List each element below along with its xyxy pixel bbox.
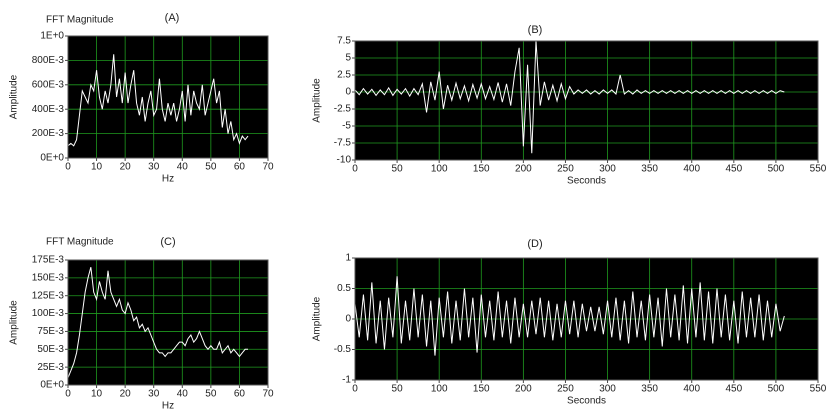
x-tick-label: 0 — [352, 164, 358, 175]
x-tick-label: 550 — [810, 164, 827, 175]
x-tick-label: 300 — [599, 164, 616, 175]
y-tick-label: 0 — [345, 314, 351, 325]
x-tick-label: 200 — [515, 384, 532, 395]
x-tick-label: 50 — [392, 384, 404, 395]
plot-area — [68, 260, 268, 385]
y-axis-label: Amplitude — [9, 300, 20, 345]
y-tick-label: 175E-3 — [32, 255, 65, 266]
x-tick-label: 30 — [148, 389, 160, 400]
data-line — [354, 276, 785, 356]
y-axis-label: Amplitude — [312, 296, 323, 341]
y-tick-label: 75E-3 — [37, 326, 64, 337]
y-tick-label: 0E+0 — [40, 380, 64, 391]
x-axis-label: Seconds — [567, 176, 606, 187]
y-tick-label: -1 — [342, 375, 351, 386]
y-tick-label: 200E-3 — [32, 128, 65, 139]
y-tick-label: -10 — [337, 155, 352, 166]
x-tick-label: 10 — [91, 162, 103, 173]
y-tick-label: 50E-3 — [37, 344, 64, 355]
y-tick-label: 1 — [345, 253, 351, 264]
x-tick-label: 250 — [557, 384, 574, 395]
x-tick-label: 60 — [234, 162, 246, 173]
data-line — [67, 54, 249, 147]
y-tick-label: -7.5 — [334, 138, 352, 149]
x-tick-label: 40 — [177, 389, 189, 400]
x-tick-label: 50 — [205, 389, 217, 400]
y-tick-label: 5 — [345, 53, 351, 64]
x-tick-label: 0 — [65, 162, 71, 173]
x-tick-label: 20 — [120, 162, 132, 173]
x-tick-label: 300 — [599, 384, 616, 395]
x-axis-label: Hz — [162, 401, 174, 412]
x-tick-label: 400 — [683, 384, 700, 395]
plot-area — [355, 41, 818, 160]
x-tick-label: 450 — [725, 164, 742, 175]
x-tick-label: 350 — [641, 384, 658, 395]
plot-frame — [354, 40, 819, 161]
x-tick-label: 10 — [91, 389, 103, 400]
panel-title: (B) — [528, 24, 543, 36]
y-tick-label: 400E-3 — [32, 104, 65, 115]
x-tick-label: 40 — [177, 162, 189, 173]
plot-frame — [67, 35, 269, 159]
panel-subtitle: FFT Magnitude — [46, 15, 114, 26]
x-tick-label: 450 — [725, 384, 742, 395]
y-axis-label: Amplitude — [312, 78, 323, 123]
y-tick-label: 2.5 — [337, 70, 351, 81]
panel-title: (D) — [527, 238, 542, 250]
x-tick-label: 70 — [262, 162, 274, 173]
panel-title: (C) — [160, 236, 175, 248]
x-tick-label: 50 — [392, 164, 404, 175]
y-tick-label: -0.5 — [334, 344, 352, 355]
y-tick-label: -5 — [342, 121, 351, 132]
y-tick-label: 600E-3 — [32, 79, 65, 90]
y-tick-label: 25E-3 — [37, 362, 64, 373]
data-line — [354, 40, 785, 154]
x-tick-label: 70 — [262, 389, 274, 400]
panel-subtitle: FFT Magnitude — [46, 237, 114, 248]
x-tick-label: 0 — [352, 384, 358, 395]
x-tick-label: 550 — [810, 384, 827, 395]
x-tick-label: 500 — [768, 384, 785, 395]
x-tick-label: 100 — [431, 164, 448, 175]
x-tick-label: 350 — [641, 164, 658, 175]
data-line — [67, 267, 248, 379]
x-tick-label: 500 — [768, 164, 785, 175]
y-tick-label: 1E+0 — [40, 31, 64, 42]
y-tick-label: 0.5 — [337, 283, 351, 294]
x-tick-label: 150 — [473, 384, 490, 395]
x-axis-label: Seconds — [567, 396, 606, 407]
x-tick-label: 250 — [557, 164, 574, 175]
x-tick-label: 100 — [431, 384, 448, 395]
plot-frame — [354, 257, 819, 381]
plot-frame — [67, 259, 269, 386]
panel-title: (A) — [165, 12, 180, 24]
y-tick-label: 0E+0 — [40, 153, 64, 164]
x-tick-label: 150 — [473, 164, 490, 175]
y-tick-label: 125E-3 — [32, 290, 65, 301]
x-axis-label: Hz — [162, 174, 174, 185]
y-tick-label: -2.5 — [334, 104, 352, 115]
y-axis-label: Amplitude — [9, 74, 20, 119]
x-tick-label: 400 — [683, 164, 700, 175]
x-tick-label: 0 — [65, 389, 71, 400]
x-tick-label: 200 — [515, 164, 532, 175]
x-tick-label: 30 — [148, 162, 160, 173]
y-tick-label: 150E-3 — [32, 272, 65, 283]
x-tick-label: 60 — [234, 389, 246, 400]
x-tick-label: 20 — [120, 389, 132, 400]
y-tick-label: 0 — [345, 87, 351, 98]
y-tick-label: 800E-3 — [32, 55, 65, 66]
y-tick-label: 100E-3 — [32, 308, 65, 319]
x-tick-label: 50 — [205, 162, 217, 173]
y-tick-label: 7.5 — [337, 36, 351, 47]
